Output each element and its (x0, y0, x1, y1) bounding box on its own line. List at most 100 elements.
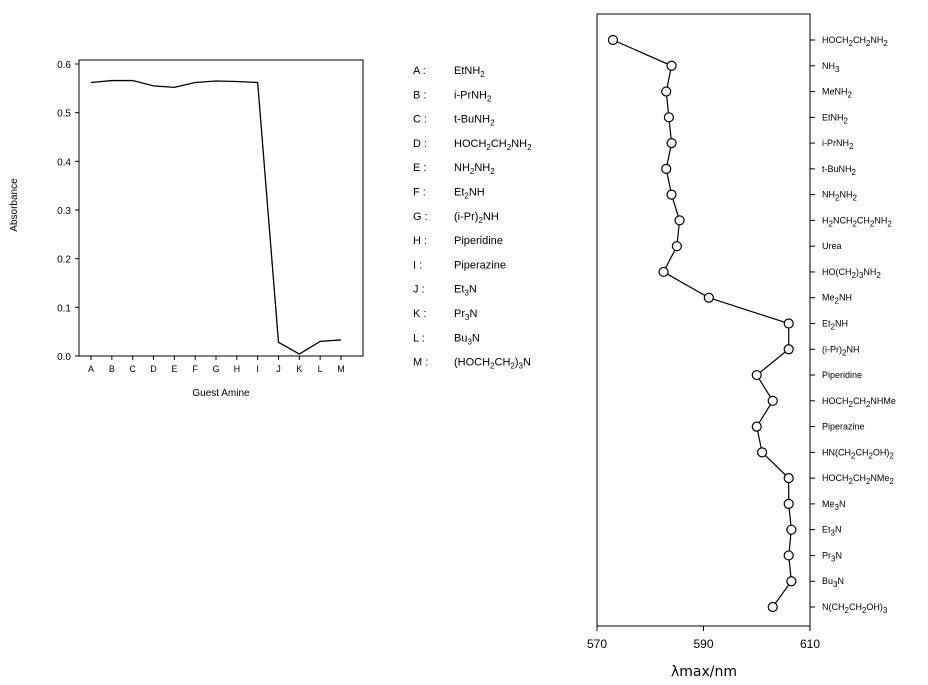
right-y-tick-label: MeNH2 (822, 87, 853, 100)
legend-key: B : (413, 89, 426, 101)
left-x-tick-label: D (150, 364, 157, 374)
left-x-axis: A B C D E F G H I J K L M (88, 356, 345, 374)
lambda-max-series-line (612, 39, 792, 608)
legend-key: F : (413, 187, 426, 199)
lambda-max-chart: 570 590 610 HOCH2CH2NH2 NH3 MeNH2 EtNH2 i-PrNH… (587, 13, 896, 680)
lambda-max-point (658, 266, 669, 278)
lambda-max-point (767, 601, 778, 613)
left-x-tick-label: E (171, 364, 177, 374)
legend-entry: HOCH2CH2NH2 (454, 138, 532, 152)
right-y-tick-label: HN(CH2CH2OH)2 (822, 447, 894, 460)
lambda-max-point (666, 60, 677, 71)
legend-entry: NH2NH2 (454, 162, 495, 176)
right-y-tick-label: Pr3N (822, 550, 842, 563)
legend-key: L : (413, 332, 425, 344)
lambda-max-point (661, 86, 672, 97)
right-y-tick-label: NH3 (822, 61, 840, 74)
legend-entry: Piperidine (454, 235, 503, 247)
left-y-axis: 0.0 0.1 0.2 0.3 0.4 0.5 0.6 (57, 60, 79, 363)
left-x-tick-label: M (337, 364, 345, 374)
right-y-tick-label: HO(CH2)3NH2 (822, 267, 881, 280)
left-y-tick-label: 0.4 (57, 157, 71, 168)
legend-entry: Pr3N (454, 308, 477, 322)
right-x-axis-title: λmax/nm (671, 664, 737, 680)
lambda-max-point (666, 137, 677, 149)
lambda-max-point (666, 189, 677, 200)
left-y-tick-label: 0.3 (57, 206, 71, 217)
legend-key: C : (413, 114, 427, 126)
right-y-tick-label: Piperazine (822, 422, 865, 432)
legend-key: M : (413, 357, 428, 369)
lambda-max-point (783, 344, 794, 355)
lambda-max-point (756, 447, 768, 458)
legend: A : EtNH2 B : i-PrNH2 C : t-BuNH2 D : HOCH2CH2N… (413, 65, 532, 371)
lambda-max-point (663, 112, 674, 123)
right-y-tick-label: Bu3N (822, 576, 844, 589)
legend-entry: EtNH2 (454, 65, 485, 79)
lambda-max-point (783, 473, 794, 484)
left-y-tick-label: 0.6 (57, 60, 71, 71)
lambda-max-point (674, 215, 685, 226)
right-y-tick-label: Et3N (822, 525, 841, 538)
legend-key: D : (413, 138, 427, 150)
legend-key: K : (413, 308, 426, 320)
right-y-tick-label: HOCH2CH2NMe2 (822, 473, 894, 486)
left-plot-frame (78, 59, 364, 357)
legend-key: H : (413, 235, 427, 247)
right-y-axis: HOCH2CH2NH2 NH3 MeNH2 EtNH2 i-PrNH2 t-BuNH2 NH… (810, 35, 896, 615)
right-x-tick-label: 570 (587, 637, 607, 651)
left-x-tick-label: B (109, 364, 115, 374)
lambda-max-point (671, 241, 682, 252)
left-y-axis-title: Absorbance (9, 178, 20, 232)
left-x-tick-label: G (212, 364, 219, 374)
lambda-max-point (786, 524, 797, 535)
lambda-max-point (751, 369, 762, 381)
left-x-tick-label: L (318, 364, 323, 374)
legend-entry: t-BuNH2 (454, 114, 495, 128)
lambda-max-point (783, 550, 794, 561)
lambda-max-point (786, 576, 797, 587)
right-x-tick-label: 590 (693, 637, 713, 651)
right-y-tick-label: Me2NH (822, 293, 852, 306)
right-y-tick-label: Me3N (822, 499, 845, 512)
right-x-axis: 570 590 610 (587, 626, 820, 651)
legend-entry: Bu3N (454, 332, 480, 346)
lambda-max-point (607, 34, 619, 46)
legend-key: G : (413, 211, 428, 223)
right-y-tick-label: Et2NH (822, 319, 848, 332)
lambda-max-point (783, 498, 794, 510)
left-y-tick-label: 0.5 (57, 109, 71, 120)
legend-key: E : (413, 162, 426, 174)
lambda-max-point (751, 421, 762, 432)
absorbance-series-line (90, 79, 342, 355)
left-x-tick-label: F (192, 364, 198, 374)
right-y-tick-label: HOCH2CH2NHMe (822, 396, 896, 409)
right-y-tick-label: t-BuNH2 (822, 164, 857, 177)
legend-entry: (HOCH2CH2)3N (454, 357, 531, 371)
lambda-max-markers (607, 34, 797, 613)
lambda-max-point (703, 292, 714, 303)
right-y-tick-label: Piperidine (822, 370, 862, 380)
right-x-tick-label: 610 (800, 637, 820, 651)
left-x-tick-label: A (88, 364, 94, 374)
absorbance-chart: 0.0 0.1 0.2 0.3 0.4 0.5 0.6 A B C D E F G H I J K L M Abso… (9, 59, 532, 399)
lambda-max-point (767, 395, 778, 406)
lambda-max-point (661, 163, 672, 174)
lambda-max-point (783, 318, 794, 329)
left-x-tick-label: J (276, 364, 281, 374)
right-y-tick-label: (i-Pr)2NH (822, 344, 859, 357)
legend-entry: Et2NH (454, 187, 485, 201)
left-x-tick-label: K (296, 364, 302, 374)
right-y-tick-label: EtNH2 (822, 112, 849, 125)
legend-key: I : (413, 259, 422, 271)
legend-key: A : (413, 65, 426, 77)
left-y-tick-label: 0.2 (57, 255, 71, 266)
left-x-tick-label: H (234, 364, 241, 374)
legend-entry: (i-Pr)2NH (454, 211, 499, 225)
left-x-tick-label: I (256, 364, 259, 374)
right-y-tick-label: N(CH2CH2OH)3 (822, 602, 888, 615)
legend-entry: Et3N (454, 284, 477, 298)
legend-entry: i-PrNH2 (454, 89, 492, 103)
right-y-tick-label: Urea (822, 241, 842, 251)
